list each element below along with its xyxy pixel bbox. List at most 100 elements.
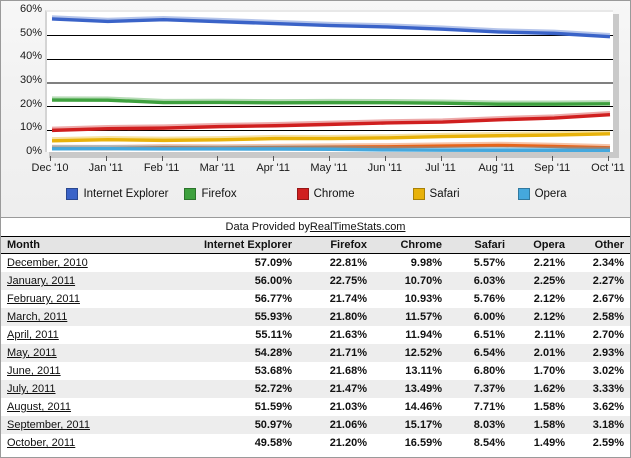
cell-firefox: 21.06% [329, 419, 367, 431]
month-link[interactable]: March, 2011 [7, 311, 68, 323]
cell-month: December, 2010 [1, 254, 186, 273]
table-row: February, 2011 56.77% 21.74% 10.93% 5.76% 2.1… [1, 290, 630, 308]
cell-month: March, 2011 [1, 308, 186, 326]
cell-chrome: 11.57% [405, 311, 442, 323]
cell-internet-explorer: 55.93% [254, 311, 292, 323]
month-link[interactable]: September, 2011 [7, 419, 90, 431]
cell-other: 2.59% [592, 437, 624, 449]
cell-internet-explorer: 49.58% [254, 437, 292, 449]
table-row: March, 2011 55.93% 21.80% 11.57% 6.00% 2.12% 2… [1, 308, 630, 326]
legend-item-firefox[interactable]: Firefox [184, 188, 237, 200]
table-row: June, 2011 53.68% 21.68% 13.11% 6.80% 1.70% 3.… [1, 362, 630, 380]
x-tick-label: Dec '10 [31, 162, 69, 174]
column-header-firefox[interactable]: Firefox [298, 237, 373, 254]
legend-label: Internet Explorer [83, 188, 169, 200]
table-row: January, 2011 56.00% 22.75% 10.70% 6.03% 2.25… [1, 272, 630, 290]
x-tick-label: Oct '11 [591, 162, 625, 174]
x-axis-tick [329, 156, 330, 161]
cell-other: 3.02% [592, 365, 624, 377]
column-header-opera[interactable]: Opera [511, 237, 571, 254]
x-axis-tick [273, 156, 275, 161]
cell-opera: 2.01% [533, 347, 565, 359]
month-link[interactable]: October, 2011 [7, 437, 76, 449]
x-axis-tick [217, 156, 219, 161]
y-tick-label: 50% [19, 26, 42, 39]
cell-opera: 1.58% [533, 419, 565, 431]
cell-month: January, 2011 [1, 272, 186, 290]
x-tick-label: Sep '11 [534, 162, 571, 174]
cell-opera: 1.58% [533, 401, 565, 413]
month-link[interactable]: January, 2011 [7, 275, 76, 287]
cell-chrome: 16.59% [404, 437, 442, 449]
cell-internet-explorer: 56.77% [254, 293, 292, 305]
column-header-other[interactable]: Other [571, 237, 630, 254]
cell-other: 2.67% [592, 293, 624, 305]
cell-other: 3.33% [592, 383, 624, 395]
x-axis-tick [552, 156, 554, 161]
x-tick-label: Mar '11 [199, 162, 236, 174]
legend-item-internet-explorer[interactable]: Internet Explorer [66, 188, 168, 200]
table-row: May, 2011 54.28% 21.71% 12.52% 6.54% 2.01% 2.9… [1, 344, 630, 362]
legend-item-opera[interactable]: Opera [517, 188, 567, 200]
cell-internet-explorer: 56.00% [254, 275, 292, 287]
month-link[interactable]: February, 2011 [7, 293, 80, 305]
column-header-chrome[interactable]: Chrome [373, 237, 448, 254]
realtimestats-link[interactable]: RealTimeStats.com [309, 221, 406, 233]
series-line-opera [51, 146, 611, 152]
column-header-internet-explorer[interactable]: Internet Explorer [186, 237, 298, 254]
month-link[interactable]: August, 2011 [7, 401, 72, 413]
y-tick-label: 40% [19, 50, 42, 63]
cell-firefox: 21.74% [329, 293, 367, 305]
month-link[interactable]: May, 2011 [7, 347, 57, 359]
legend-item-chrome[interactable]: Chrome [296, 188, 355, 200]
x-axis-tick [384, 156, 386, 161]
series-line-internet-explorer [51, 17, 611, 39]
legend-item-safari[interactable]: Safari [412, 188, 460, 200]
cell-month: July, 2011 [1, 380, 186, 398]
series-highlight-other [51, 141, 611, 148]
cell-firefox: 21.71% [329, 347, 367, 359]
cell-chrome: 9.98% [410, 257, 442, 269]
cell-safari: 7.71% [473, 401, 505, 413]
table-row: August, 2011 51.59% 21.03% 14.46% 7.71% 1.58%… [1, 398, 630, 416]
month-link[interactable]: July, 2011 [7, 383, 56, 395]
market-share-table: Month Internet Explorer Firefox Chrome S… [1, 237, 630, 452]
series-highlight-safari [51, 130, 611, 141]
table-row: September, 2011 50.97% 21.06% 15.17% 8.03% 1.… [1, 416, 630, 434]
cell-other: 3.18% [592, 419, 624, 431]
cell-other: 2.93% [592, 347, 624, 359]
series-highlight-internet-explorer [51, 15, 611, 36]
cell-chrome: 10.70% [404, 275, 442, 287]
cell-other: 2.34% [592, 257, 624, 269]
legend-swatch-icon [517, 188, 530, 200]
cell-other: 2.27% [592, 275, 624, 287]
month-link[interactable]: December, 2010 [7, 257, 88, 269]
column-header-safari[interactable]: Safari [448, 237, 511, 254]
table-row: July, 2011 52.72% 21.47% 13.49% 7.37% 1.62% 3.… [1, 380, 630, 398]
cell-month: September, 2011 [1, 416, 186, 434]
cell-chrome: 10.93% [404, 293, 442, 305]
chart-panel: 60% 50% 40% 30% 20% 10% 0% Dec '10 Jan '11 Feb '… [0, 0, 631, 218]
y-tick-label: 60% [19, 3, 42, 15]
cell-internet-explorer: 51.59% [254, 401, 292, 413]
cell-safari: 5.57% [473, 257, 505, 269]
legend-label: Safari [429, 188, 460, 200]
plot-area [45, 10, 619, 158]
y-tick-label: 0% [26, 145, 42, 157]
month-link[interactable]: April, 2011 [7, 329, 59, 341]
month-link[interactable]: June, 2011 [7, 365, 61, 377]
cell-safari: 6.80% [473, 365, 505, 377]
plot-canvas [45, 10, 613, 152]
cell-month: April, 2011 [1, 326, 186, 344]
data-credit: Data Provided by RealTimeStats.com [1, 218, 630, 237]
cell-opera: 2.12% [533, 293, 565, 305]
column-header-month[interactable]: Month [1, 237, 186, 254]
cell-safari: 7.37% [473, 383, 505, 395]
cell-chrome: 13.11% [405, 365, 442, 377]
cell-safari: 5.76% [473, 293, 505, 305]
cell-internet-explorer: 54.28% [254, 347, 292, 359]
cell-firefox: 21.63% [329, 329, 367, 341]
x-tick-label: Aug '11 [478, 162, 515, 174]
cell-firefox: 21.80% [329, 311, 367, 323]
cell-firefox: 21.03% [329, 401, 367, 413]
